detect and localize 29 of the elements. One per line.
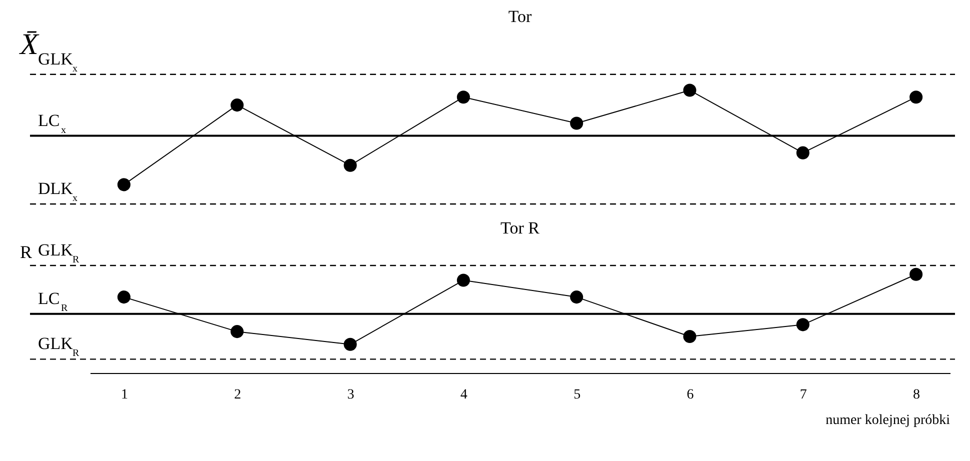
chart-title: Tor	[508, 7, 532, 26]
point	[570, 116, 584, 130]
y-axis-title: X̄	[19, 28, 40, 61]
point	[230, 98, 244, 112]
x-tick-label: 5	[574, 388, 581, 402]
x-tick-label: 3	[347, 388, 354, 402]
point	[117, 290, 130, 304]
point	[344, 158, 357, 172]
chart-title: Tor R	[500, 218, 540, 238]
x-tick-label: 8	[913, 388, 920, 402]
point	[230, 325, 244, 338]
x-tick-label: 2	[234, 388, 242, 402]
point	[683, 330, 696, 344]
point	[117, 178, 130, 192]
point	[910, 90, 923, 104]
point	[796, 146, 810, 160]
point	[570, 290, 584, 304]
y-axis-title: R	[20, 242, 32, 262]
point	[910, 268, 923, 281]
x-tick-label: 6	[686, 388, 694, 402]
x-tick-label: 4	[460, 388, 468, 402]
point	[456, 90, 470, 104]
x-tick-label: 1	[120, 388, 128, 402]
point	[796, 318, 810, 332]
point	[344, 338, 357, 351]
point	[683, 84, 696, 97]
point	[456, 274, 470, 287]
x-axis-title: numer kolejnej próbki	[826, 413, 950, 428]
x-tick-label: 7	[800, 388, 807, 402]
